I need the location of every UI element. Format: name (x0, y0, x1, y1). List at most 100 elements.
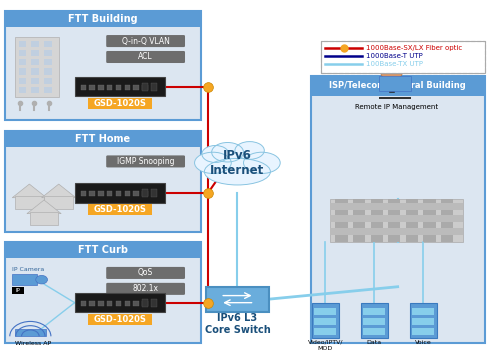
Text: IPv6 L3
Core Switch: IPv6 L3 Core Switch (204, 313, 270, 335)
Bar (330, 215, 463, 222)
Bar (151, 189, 157, 197)
Bar (5, 131, 201, 232)
FancyBboxPatch shape (106, 155, 185, 167)
Bar (19, 50, 26, 56)
Bar (44, 87, 52, 93)
Bar (364, 328, 386, 335)
Bar (311, 76, 485, 96)
FancyBboxPatch shape (106, 35, 185, 47)
Bar (5, 242, 201, 343)
Bar (12, 274, 37, 285)
Text: FTT Home: FTT Home (75, 134, 130, 144)
Circle shape (36, 275, 48, 284)
Bar (80, 191, 86, 196)
Bar (353, 199, 365, 242)
Bar (320, 41, 485, 73)
Bar (107, 301, 112, 306)
Text: ACL: ACL (138, 52, 153, 62)
Text: ISP/Telecom Central Building: ISP/Telecom Central Building (329, 81, 466, 90)
Bar (379, 76, 411, 91)
Text: FTT Curb: FTT Curb (78, 245, 128, 256)
Bar (133, 301, 139, 306)
Bar (364, 308, 386, 315)
Text: Video/IPTV/
MOD: Video/IPTV/ MOD (308, 340, 343, 351)
Text: IPv6
Internet: IPv6 Internet (210, 149, 265, 177)
Bar (315, 308, 337, 315)
Bar (44, 41, 52, 47)
Bar (379, 97, 411, 99)
Bar (19, 59, 26, 65)
Bar (89, 85, 95, 90)
Bar (133, 85, 139, 90)
Bar (19, 87, 26, 93)
Bar (413, 318, 434, 325)
Bar (142, 299, 148, 307)
Bar (80, 301, 86, 306)
Bar (80, 85, 86, 90)
Bar (5, 242, 201, 258)
Bar (423, 199, 436, 242)
Bar (5, 11, 201, 120)
Text: 1000Base-T UTP: 1000Base-T UTP (366, 53, 423, 59)
Circle shape (381, 65, 402, 80)
Polygon shape (12, 184, 47, 198)
FancyBboxPatch shape (106, 283, 185, 295)
Bar (315, 318, 337, 325)
FancyBboxPatch shape (106, 51, 185, 63)
Bar (15, 37, 59, 97)
Text: 802.1x: 802.1x (133, 284, 159, 293)
Bar (330, 228, 463, 235)
Text: 1000Base-SX/LX Fiber optic: 1000Base-SX/LX Fiber optic (366, 46, 463, 51)
Bar (142, 189, 148, 197)
Bar (74, 77, 165, 96)
Bar (5, 11, 201, 27)
Text: GSD-1020S: GSD-1020S (94, 205, 147, 214)
Bar (441, 199, 453, 242)
Bar (388, 199, 400, 242)
Bar (335, 199, 347, 242)
Bar (124, 85, 130, 90)
Bar (330, 203, 463, 210)
Bar (88, 205, 152, 215)
Bar (44, 59, 52, 65)
Bar (88, 314, 152, 325)
Text: GSD-1020S: GSD-1020S (94, 315, 147, 324)
Bar (151, 83, 157, 91)
Bar (19, 68, 26, 75)
Bar (364, 318, 386, 325)
Text: GSD-1020S: GSD-1020S (94, 99, 147, 108)
Bar (107, 191, 112, 196)
Text: QoS: QoS (138, 268, 153, 278)
Bar (74, 183, 165, 202)
Text: Remote IP Management: Remote IP Management (355, 104, 438, 110)
Bar (31, 78, 39, 84)
Bar (311, 76, 485, 343)
Ellipse shape (212, 142, 244, 162)
Ellipse shape (195, 152, 231, 173)
Bar (31, 68, 39, 75)
Text: IP: IP (16, 288, 21, 293)
Bar (19, 78, 26, 84)
Text: Data: Data (367, 340, 382, 345)
Bar (410, 303, 437, 338)
Bar (5, 131, 201, 147)
Ellipse shape (204, 159, 270, 185)
Bar (330, 199, 463, 242)
Bar (31, 41, 39, 47)
Bar (151, 299, 157, 307)
Bar (31, 87, 39, 93)
Bar (19, 41, 26, 47)
Text: Wireless AP: Wireless AP (15, 341, 51, 346)
Bar (15, 196, 44, 209)
Bar (142, 301, 147, 306)
Bar (98, 301, 103, 306)
Bar (206, 287, 269, 312)
Bar (31, 50, 39, 56)
Bar (31, 59, 39, 65)
Ellipse shape (244, 152, 280, 173)
Text: 100Base-TX UTP: 100Base-TX UTP (366, 61, 423, 67)
Text: Voice: Voice (415, 340, 432, 345)
Bar (44, 68, 52, 75)
Text: IP Camera: IP Camera (12, 267, 45, 272)
Bar (89, 191, 95, 196)
